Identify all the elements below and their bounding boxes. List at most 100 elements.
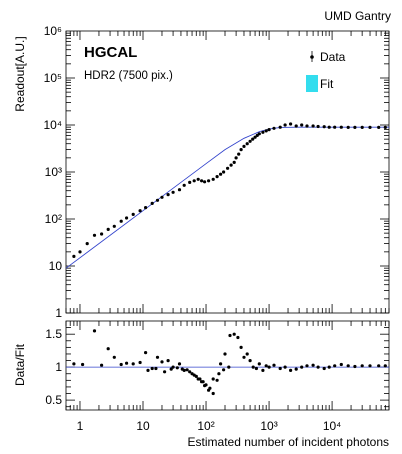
ratio-point — [284, 366, 287, 369]
experiment-label: UMD Gantry — [324, 9, 391, 23]
data-point — [240, 148, 243, 151]
ratio-point — [72, 362, 75, 365]
ratio-point — [176, 366, 179, 369]
y-tick-label: 0.5 — [45, 393, 62, 407]
data-point — [353, 126, 356, 129]
ratio-point — [252, 366, 255, 369]
ratio-point — [249, 359, 252, 362]
data-point — [203, 180, 206, 183]
ratio-point — [261, 369, 264, 372]
ratio-point — [154, 367, 157, 370]
data-point — [317, 125, 320, 128]
data-point — [272, 127, 275, 130]
ratio-point — [219, 362, 222, 365]
data-point — [144, 206, 147, 209]
ratio-point — [272, 364, 275, 367]
legend-data-label: Data — [320, 50, 346, 64]
data-point — [268, 128, 271, 131]
legend: Data Fit — [306, 50, 346, 92]
data-point — [107, 228, 110, 231]
ratio-point — [300, 366, 303, 369]
data-point — [246, 142, 249, 145]
data-point — [72, 255, 75, 258]
data-point — [347, 126, 350, 129]
plot-subtitle: HDR2 (7500 pix.) — [84, 70, 173, 82]
ratio-point — [191, 372, 194, 375]
legend-fit-swatch — [306, 75, 318, 92]
ratio-point — [139, 361, 142, 364]
ratio-point — [107, 347, 110, 350]
x-tick-label: 10³ — [260, 419, 277, 433]
ratio-point — [217, 372, 220, 375]
plot-title: HGCAL — [84, 44, 137, 61]
data-point — [235, 156, 238, 159]
ratio-point — [233, 333, 236, 336]
data-point — [295, 124, 298, 127]
data-point — [226, 167, 229, 170]
data-point — [377, 126, 380, 129]
data-point — [219, 173, 222, 176]
ratio-point — [312, 364, 315, 367]
data-point — [93, 234, 96, 237]
data-point — [78, 250, 81, 253]
data-point — [183, 184, 186, 187]
main-y-axis-label: Readout[A.U.] — [13, 36, 27, 111]
ratio-point — [202, 380, 205, 383]
data-point — [113, 225, 116, 228]
ratio-point — [255, 367, 258, 370]
ratio-point — [146, 369, 149, 372]
y-tick-label: 10⁶ — [44, 24, 62, 38]
data-point — [197, 178, 200, 181]
data-point — [265, 129, 268, 132]
data-point — [361, 126, 364, 129]
ratio-point — [212, 392, 215, 395]
data-point — [86, 242, 89, 245]
data-point — [167, 193, 170, 196]
data-point — [207, 179, 210, 182]
data-point — [279, 126, 282, 129]
ratio-point — [289, 369, 292, 372]
y-tick-label: 10² — [45, 212, 62, 226]
ratio-point — [163, 370, 166, 373]
ratio-point — [144, 351, 147, 354]
ratio-point — [156, 356, 159, 359]
ratio-point — [181, 368, 184, 371]
ratio-point — [167, 359, 170, 362]
y-tick-label: 10⁵ — [44, 71, 62, 85]
ratio-point — [347, 364, 350, 367]
data-point — [233, 161, 236, 164]
fit-line — [66, 127, 389, 268]
data-point — [258, 132, 261, 135]
ratio-point — [228, 334, 231, 337]
ratio-point — [198, 377, 201, 380]
data-point — [328, 126, 331, 129]
ratio-data-points — [72, 329, 387, 395]
x-tick-label: 10 — [136, 419, 150, 433]
ratio-point — [216, 379, 219, 382]
y-tick-label: 10 — [49, 259, 63, 273]
ratio-point — [242, 356, 245, 359]
data-point — [200, 179, 203, 182]
x-tick-label: 1 — [77, 419, 84, 433]
ratio-point — [178, 362, 181, 365]
ratio-point — [204, 383, 207, 386]
data-point — [188, 181, 191, 184]
ratio-point — [236, 336, 239, 339]
data-point — [139, 209, 142, 212]
ratio-panel: Data/Fit Estimated number of incident ph… — [13, 321, 389, 449]
ratio-point — [353, 365, 356, 368]
ratio-point — [295, 368, 298, 371]
y-tick-label: 10³ — [45, 165, 62, 179]
y-tick-label: 10⁴ — [43, 118, 62, 132]
data-point — [216, 175, 219, 178]
ratio-point — [361, 364, 364, 367]
ratio-point — [222, 368, 225, 371]
data-point — [178, 188, 181, 191]
data-point — [333, 126, 336, 129]
data-point — [300, 123, 303, 126]
data-point — [151, 202, 154, 205]
data-point — [289, 122, 292, 125]
data-point — [222, 170, 225, 173]
data-point — [125, 216, 128, 219]
